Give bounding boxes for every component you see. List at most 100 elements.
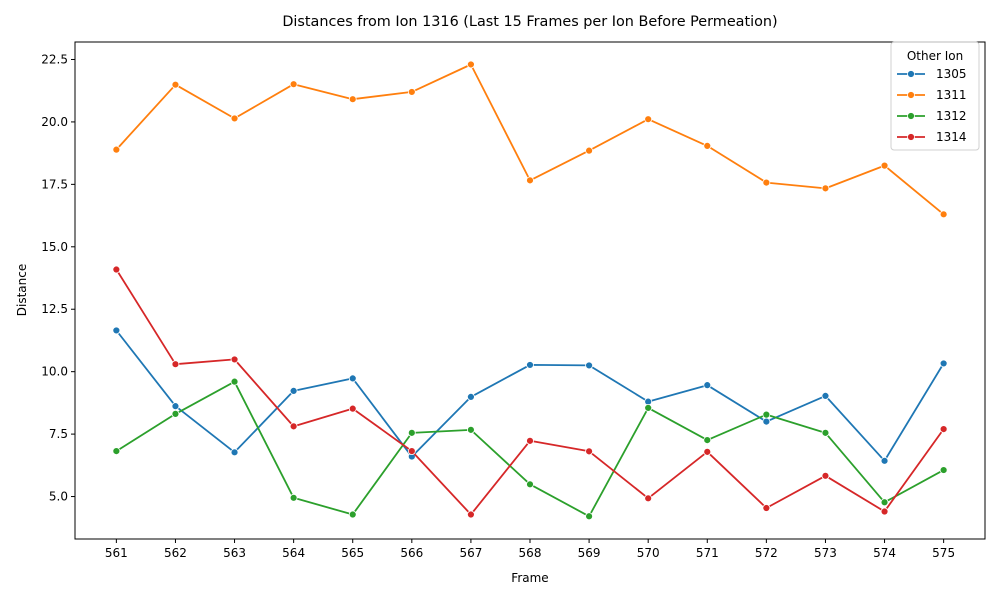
data-point bbox=[230, 355, 239, 364]
x-tick-label: 572 bbox=[755, 546, 778, 560]
data-point bbox=[939, 425, 948, 434]
x-tick-label: 563 bbox=[223, 546, 246, 560]
x-tick-label: 573 bbox=[814, 546, 837, 560]
y-tick-label: 5.0 bbox=[49, 490, 68, 504]
data-point bbox=[703, 436, 712, 444]
legend: Other Ion 1305 1311 1312 1314 bbox=[890, 41, 980, 151]
x-tick-label: 570 bbox=[637, 546, 660, 560]
data-point bbox=[230, 114, 239, 123]
series-1311 bbox=[112, 60, 948, 219]
series-1305 bbox=[112, 326, 948, 465]
data-point bbox=[289, 422, 298, 431]
x-tick-label: 562 bbox=[164, 546, 187, 560]
x-tick-label: 566 bbox=[400, 546, 423, 560]
data-point bbox=[880, 498, 889, 507]
data-point bbox=[644, 403, 653, 412]
series-1312 bbox=[112, 377, 948, 521]
data-point bbox=[585, 146, 593, 155]
data-point bbox=[939, 466, 948, 474]
y-tick-label: 22.5 bbox=[41, 52, 68, 66]
data-point bbox=[880, 161, 889, 170]
legend-label: 1305 bbox=[936, 67, 967, 81]
data-point bbox=[703, 381, 712, 390]
legend-swatch-marker bbox=[907, 70, 915, 78]
series-line-1311 bbox=[115, 63, 945, 215]
data-point bbox=[467, 510, 475, 519]
data-point bbox=[526, 480, 534, 489]
data-point bbox=[348, 404, 357, 413]
data-point bbox=[821, 184, 830, 193]
data-point bbox=[407, 88, 416, 96]
y-axis-ticks: 5.0 7.5 10.0 12.5 15.0 17.5 20.0 22.5 bbox=[41, 52, 75, 504]
axes-frame bbox=[74, 41, 986, 540]
data-point bbox=[467, 425, 475, 434]
data-point bbox=[407, 428, 416, 437]
data-point bbox=[230, 377, 239, 386]
data-point bbox=[289, 493, 298, 502]
data-point bbox=[703, 141, 712, 150]
data-point bbox=[171, 80, 180, 89]
legend-title: Other Ion bbox=[907, 49, 963, 63]
data-point bbox=[526, 436, 534, 445]
x-tick-label: 574 bbox=[873, 546, 896, 560]
data-point bbox=[171, 409, 180, 418]
data-point bbox=[644, 494, 653, 503]
data-point bbox=[348, 95, 357, 104]
data-point bbox=[526, 361, 534, 369]
legend-item-1314: 1314 bbox=[897, 130, 967, 144]
data-point bbox=[821, 428, 830, 437]
x-tick-label: 575 bbox=[932, 546, 955, 560]
y-axis-label: Distance bbox=[15, 264, 29, 316]
data-point bbox=[348, 510, 357, 519]
legend-label: 1312 bbox=[936, 109, 967, 123]
data-point bbox=[112, 265, 121, 274]
data-point bbox=[526, 176, 534, 185]
legend-label: 1311 bbox=[936, 88, 967, 102]
data-point bbox=[467, 60, 475, 69]
data-point bbox=[762, 417, 771, 426]
legend-swatch-marker bbox=[907, 112, 915, 120]
data-point bbox=[939, 359, 948, 368]
x-tick-label: 567 bbox=[459, 546, 482, 560]
data-point bbox=[821, 391, 830, 400]
data-point bbox=[289, 80, 298, 89]
x-axis-label: Frame bbox=[511, 571, 548, 585]
data-point bbox=[939, 210, 948, 219]
series-1314 bbox=[112, 265, 948, 519]
x-tick-label: 568 bbox=[519, 546, 542, 560]
y-tick-label: 10.0 bbox=[41, 365, 68, 379]
data-point bbox=[821, 471, 830, 480]
legend-swatch-marker bbox=[907, 133, 915, 141]
x-tick-label: 561 bbox=[105, 546, 128, 560]
data-point bbox=[762, 178, 771, 187]
x-tick-label: 571 bbox=[696, 546, 719, 560]
data-point bbox=[112, 326, 121, 335]
data-point bbox=[880, 456, 889, 465]
data-point bbox=[112, 447, 121, 455]
data-point bbox=[348, 374, 357, 383]
x-tick-label: 565 bbox=[341, 546, 364, 560]
legend-swatch-marker bbox=[907, 91, 915, 99]
data-point bbox=[762, 504, 771, 512]
plot-area bbox=[112, 60, 948, 521]
data-point bbox=[112, 145, 121, 154]
chart-title: Distances from Ion 1316 (Last 15 Frames … bbox=[282, 14, 777, 30]
data-point bbox=[171, 402, 180, 411]
data-point bbox=[230, 448, 239, 457]
legend-items: 1305 1311 1312 1314 bbox=[897, 67, 967, 144]
y-tick-label: 12.5 bbox=[41, 302, 68, 316]
data-point bbox=[171, 360, 180, 369]
data-point bbox=[703, 447, 712, 456]
data-point bbox=[407, 447, 416, 455]
data-point bbox=[585, 361, 593, 370]
legend-item-1312: 1312 bbox=[897, 109, 967, 123]
data-point bbox=[289, 386, 298, 395]
series-line-1312 bbox=[115, 380, 945, 518]
data-point bbox=[880, 507, 889, 516]
x-tick-label: 569 bbox=[578, 546, 601, 560]
data-point bbox=[585, 512, 593, 521]
legend-label: 1314 bbox=[936, 130, 967, 144]
y-tick-label: 7.5 bbox=[49, 427, 68, 441]
legend-item-1311: 1311 bbox=[897, 88, 967, 102]
x-axis-ticks: 561 562 563 564 565 566 567 568 569 570 571 572 573 5… bbox=[105, 539, 955, 560]
